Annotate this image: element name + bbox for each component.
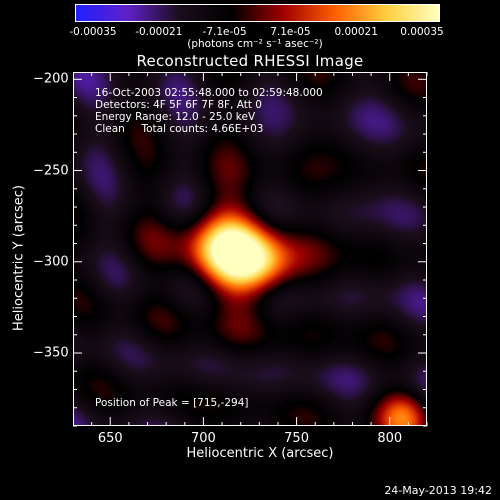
colorbar-tick-label: -7.1e-05 — [202, 26, 247, 38]
detectors-annotation: Detectors: 4F 5F 6F 7F 8F, Att 0 — [95, 99, 262, 111]
x-tick-label: 700 — [190, 431, 216, 446]
chart-title: Reconstructed RHESSI Image — [136, 52, 364, 70]
x-tick-label: 800 — [377, 431, 403, 446]
colorbar-tick-label: 0.00035 — [400, 26, 444, 38]
y-axis-label: Heliocentric Y (arcsec) — [11, 185, 27, 331]
colorbar-tick-label: -0.00035 — [69, 26, 117, 38]
peak-position-annotation: Position of Peak = [715,-294] — [95, 397, 249, 409]
colorbar-unit-label: (photons cm⁻² s⁻¹ asec⁻²) — [187, 38, 323, 50]
y-tick-label: −350 — [33, 345, 69, 361]
colorbar-tick-label: 0.00021 — [334, 26, 378, 38]
x-axis-label: Heliocentric X (arcsec) — [186, 446, 334, 461]
colorbar — [75, 4, 440, 22]
colorbar-tick-label: -0.00021 — [135, 26, 183, 38]
y-tick-label: −300 — [33, 254, 69, 270]
x-tick-label: 750 — [284, 431, 309, 446]
plot-area — [73, 72, 427, 426]
clean-counts-annotation: Clean Total counts: 4.66E+03 — [95, 123, 264, 135]
y-tick-label: −200 — [33, 71, 69, 87]
energy-range-annotation: Energy Range: 12.0 - 25.0 keV — [95, 111, 256, 123]
x-tick-label: 650 — [97, 431, 123, 446]
footer-timestamp: 24-May-2013 19:42 — [384, 484, 492, 497]
y-tick-label: −250 — [33, 163, 69, 179]
heatmap-image — [74, 73, 426, 425]
colorbar-tick-label: 7.1e-05 — [270, 26, 311, 38]
time-range-annotation: 16-Oct-2003 02:55:48.000 to 02:59:48.000 — [95, 87, 323, 99]
